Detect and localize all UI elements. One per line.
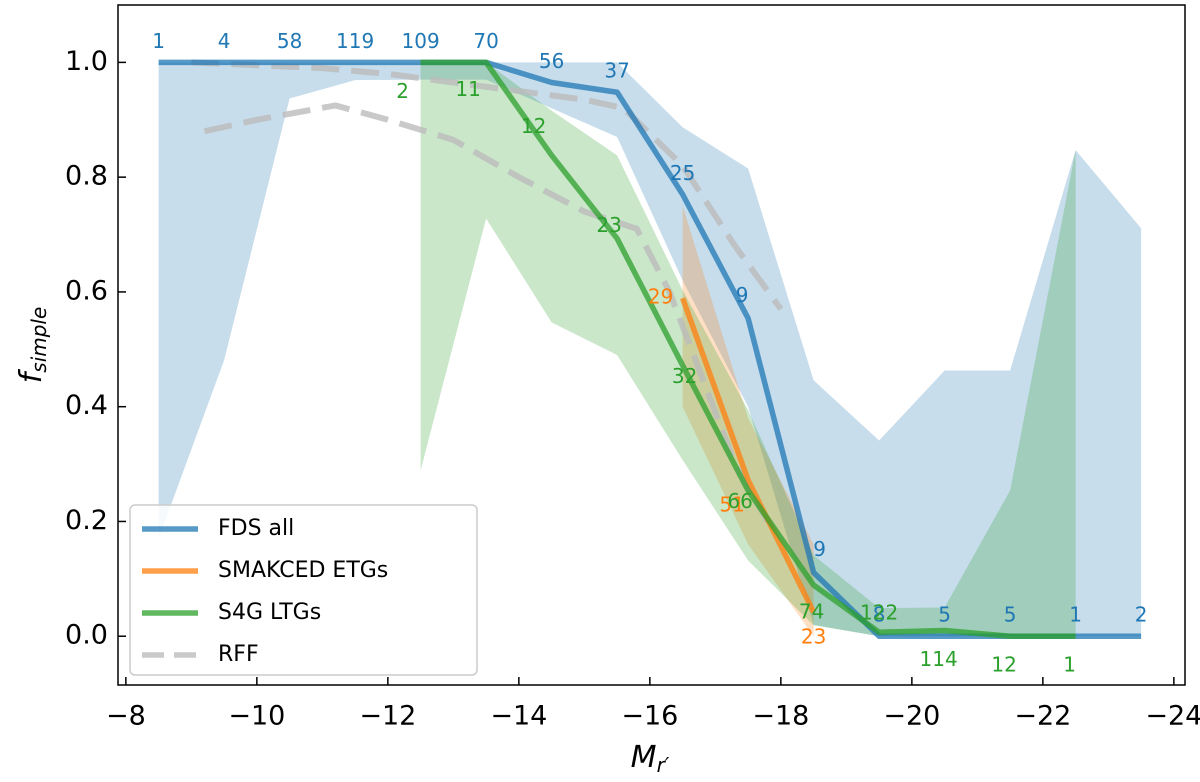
y-label-sub: simple (27, 307, 51, 373)
y-tick-label: 0.8 (65, 161, 108, 192)
series-line (158, 59, 1142, 639)
count-label: 70 (473, 29, 498, 53)
plot-frame (117, 4, 1186, 686)
legend-label: S4G LTGs (218, 600, 321, 625)
x-tick-label: −12 (359, 701, 416, 732)
legend-label: SMAKCED ETGs (218, 558, 388, 583)
count-label: 8 (873, 603, 886, 627)
count-label: 12 (991, 653, 1016, 677)
y-tick-label: 0.0 (65, 620, 108, 651)
x-tick-label: −22 (1014, 701, 1071, 732)
count-label: 29 (648, 285, 673, 309)
count-label: 114 (920, 647, 958, 671)
x-tick-label: −8 (106, 701, 146, 732)
x-label-sub: r′ (657, 753, 670, 777)
count-label: 119 (336, 29, 374, 53)
y-tick-label: 0.2 (65, 505, 108, 536)
x-label-main: M (631, 740, 657, 775)
legend-label: RFF (218, 642, 259, 667)
count-label: 23 (801, 625, 826, 649)
count-label: 2 (1135, 603, 1148, 627)
series-line (420, 59, 1076, 639)
x-tick-label: −10 (228, 701, 285, 732)
count-label: 23 (596, 213, 621, 237)
legend-label: FDS all (218, 516, 294, 541)
count-label: 56 (539, 49, 564, 73)
x-tick-label: −14 (490, 701, 547, 732)
count-label: 5 (938, 603, 951, 627)
x-tick-label: −20 (883, 701, 940, 732)
count-label: 1 (1063, 653, 1076, 677)
count-label: 9 (813, 537, 826, 561)
y-tick-label: 0.4 (65, 390, 108, 421)
series-line (680, 297, 817, 614)
count-label: 109 (402, 29, 440, 53)
count-label: 25 (670, 161, 695, 185)
x-tick-label: −24 (1145, 701, 1200, 732)
count-label: 32 (672, 364, 697, 388)
count-label: 66 (727, 489, 752, 513)
band (420, 62, 1076, 637)
x-axis-label: Mr′ (631, 740, 670, 777)
count-label: 12 (521, 114, 546, 138)
y-tick-label: 0.6 (65, 275, 108, 306)
count-label: 9 (736, 283, 749, 307)
count-label: 1 (152, 29, 165, 53)
count-label: 1 (1069, 603, 1082, 627)
x-tick-label: −18 (752, 701, 809, 732)
count-label: 37 (604, 59, 629, 83)
count-label: 51 (719, 493, 744, 517)
band (682, 205, 814, 637)
legend: FDS all SMAKCED ETGs S4G LTGs RFF (129, 504, 478, 676)
count-label: 11 (455, 77, 480, 101)
count-label: 74 (799, 600, 824, 624)
y-tick-label: 1.0 (65, 46, 108, 77)
x-tick-label: −16 (621, 701, 678, 732)
y-axis-label: fsimple (14, 307, 51, 384)
count-label: 122 (860, 601, 898, 625)
count-label: 2 (396, 79, 409, 103)
count-label: 4 (218, 29, 231, 53)
count-label: 5 (1004, 603, 1017, 627)
legend-box (129, 504, 478, 676)
series-line (191, 59, 784, 523)
band (158, 62, 1142, 637)
count-label: 58 (277, 29, 302, 53)
